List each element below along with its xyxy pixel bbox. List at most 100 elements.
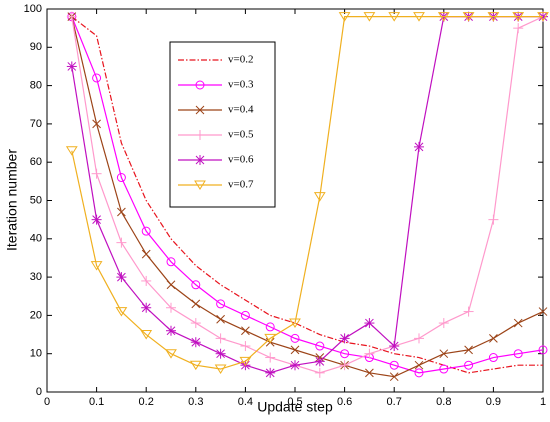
y-tick-label: 50 [30,194,42,206]
marker-circle [439,364,449,374]
marker-triangle [65,146,78,156]
marker [512,12,525,22]
marker [488,214,499,225]
x-tick-label: 1 [540,396,546,408]
marker [513,23,524,34]
x-tick-label: 0.2 [139,396,154,408]
marker [239,356,252,367]
marker-triangle [338,12,351,22]
marker-stroke [489,334,498,343]
legend-label: v=0.6 [228,154,254,166]
marker [488,353,498,363]
marker [166,280,176,290]
marker [194,180,206,190]
marker [314,356,325,367]
y-axis-label: Iteration number [4,149,20,251]
marker-triangle [413,12,425,22]
series-line [71,16,543,374]
marker [338,12,351,22]
marker [241,326,250,336]
series-line [71,16,544,378]
marker [190,318,201,329]
marker [141,226,151,236]
y-tick-label: 40 [30,233,42,245]
marker [191,280,201,290]
marker [513,318,523,328]
marker [141,302,152,313]
marker [364,318,375,329]
marker [389,372,399,382]
y-tick-label: 20 [30,309,42,321]
marker-stroke [439,349,449,359]
marker [116,237,127,248]
legend-label: v=0.5 [228,129,254,141]
marker-circle [315,341,325,351]
marker [439,364,449,374]
x-tick-label: 0.9 [486,396,501,408]
marker [388,12,401,22]
marker [290,345,300,355]
marker [65,146,78,156]
marker-triangle [115,307,128,317]
x-tick-label: 0.7 [387,396,402,408]
marker-circle [195,80,205,90]
marker-triangle [487,12,500,22]
marker-triangle [239,356,252,367]
marker-circle [464,360,474,370]
marker [489,334,498,343]
marker [195,155,205,165]
marker [438,318,449,329]
series-line [71,16,543,374]
marker [314,367,325,378]
marker-circle [191,280,201,290]
marker [365,368,374,378]
x-tick-label: 0 [44,396,50,408]
marker [116,173,126,183]
marker [190,337,201,348]
marker [414,360,424,370]
marker [265,352,276,363]
marker [265,367,276,378]
marker [315,341,325,351]
marker [538,307,548,316]
marker [166,257,176,267]
marker [464,345,473,355]
legend-label: v=0.3 [228,79,254,91]
marker [215,348,226,359]
marker-circle [340,349,350,359]
marker [140,330,153,340]
marker [165,349,177,359]
marker-stroke [216,314,225,324]
marker-circle [240,310,250,320]
legend-label: v=0.4 [228,104,254,116]
series-line [71,16,543,370]
series-line [71,16,544,374]
marker-stroke [92,119,101,129]
marker-stroke [290,345,300,355]
legend-box [169,41,276,208]
y-tick-label: 90 [30,41,42,53]
marker-circle [488,353,498,363]
marker-triangle [90,261,103,271]
marker [215,333,226,344]
y-tick-label: 60 [30,156,42,168]
x-tick-label: 0.5 [287,396,302,408]
marker-circle [166,257,176,267]
marker [363,12,376,22]
marker [91,168,102,179]
x-tick-label: 0.6 [337,396,352,408]
legend-label: v=0.7 [228,179,254,191]
marker-circle [116,173,126,183]
marker [141,275,152,286]
marker-triangle [214,364,227,374]
x-tick-label: 0.8 [436,396,451,408]
marker [91,214,102,225]
marker [240,341,251,352]
marker [464,360,474,370]
marker [364,348,375,359]
marker [513,349,523,359]
marker-triangle [194,180,206,190]
marker [66,61,77,72]
x-tick-label: 0.3 [188,396,203,408]
